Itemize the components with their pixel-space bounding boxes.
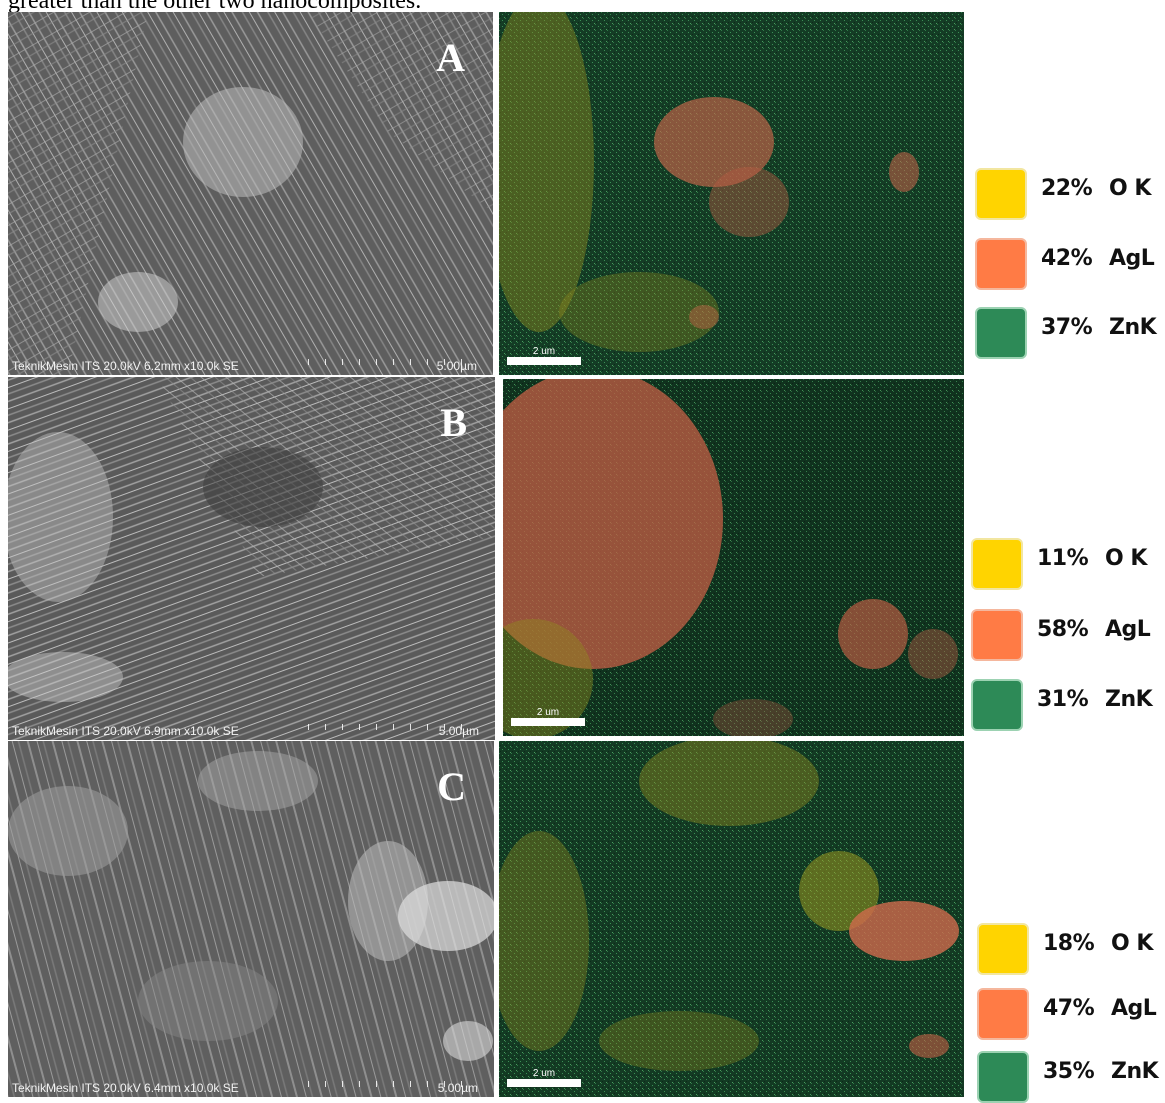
eds-scale-b: 2 um xyxy=(536,707,560,718)
caption-fragment: greater than the other two nanocomposite… xyxy=(8,0,422,14)
sem-info-b: TeknikMesin ITS 20.0kV 6.9mm x10.0k SE xyxy=(12,724,239,738)
legend-element: AgL xyxy=(1111,996,1157,1021)
sem-texture-c xyxy=(8,741,494,1097)
legend-element: O K xyxy=(1111,931,1153,956)
eds-scale-bar-c xyxy=(507,1079,581,1087)
legend-percent: 47% xyxy=(1043,996,1095,1021)
eds-texture-b xyxy=(503,379,964,736)
sem-image-a: A TeknikMesin ITS 20.0kV 6.2mm x10.0k SE… xyxy=(8,12,493,375)
sem-scale-ticks-a xyxy=(308,359,478,365)
legend-element: AgL xyxy=(1109,246,1155,271)
sem-scale-ticks-b xyxy=(308,724,478,730)
eds-scale-bar-b xyxy=(511,718,585,726)
panel-letter-a: A xyxy=(436,35,465,80)
eds-texture-c xyxy=(499,741,964,1097)
eds-scale-bar-a xyxy=(507,357,581,365)
legend-percent: 11% xyxy=(1037,546,1089,571)
swatch-zn-icon xyxy=(977,1051,1029,1103)
swatch-ag-icon xyxy=(975,238,1027,290)
sem-info-c: TeknikMesin ITS 20.0kV 6.4mm x10.0k SE xyxy=(12,1081,239,1095)
eds-map-a: 2 um xyxy=(499,12,964,375)
sem-texture-b xyxy=(8,377,495,740)
eds-texture-a xyxy=(499,12,964,375)
sem-scale-c: 5.00µm xyxy=(437,1081,478,1095)
legend-element: ZnK xyxy=(1111,1059,1159,1084)
legend-a: 22% O K 42% AgL 37% ZnK xyxy=(975,168,1165,368)
legend-percent: 35% xyxy=(1043,1059,1095,1084)
swatch-o-icon xyxy=(977,923,1029,975)
eds-scale-a: 2 um xyxy=(532,346,556,357)
legend-percent: 18% xyxy=(1043,931,1095,956)
eds-map-b: 2 um xyxy=(503,379,964,736)
legend-element: O K xyxy=(1109,176,1151,201)
sem-scale-a: 5.00µm xyxy=(436,359,477,373)
legend-b: 11% O K 58% AgL 31% ZnK xyxy=(971,538,1165,738)
swatch-o-icon xyxy=(971,538,1023,590)
swatch-o-icon xyxy=(975,168,1027,220)
swatch-ag-icon xyxy=(971,609,1023,661)
sem-image-c: C TeknikMesin ITS 20.0kV 6.4mm x10.0k SE… xyxy=(8,741,494,1097)
legend-element: ZnK xyxy=(1109,315,1157,340)
sem-scale-b: 5.00µm xyxy=(438,724,479,738)
legend-percent: 22% xyxy=(1041,176,1093,201)
eds-scale-c: 2 um xyxy=(532,1068,556,1079)
swatch-ag-icon xyxy=(977,988,1029,1040)
sem-texture-a xyxy=(8,12,493,375)
legend-element: AgL xyxy=(1105,617,1151,642)
swatch-zn-icon xyxy=(975,307,1027,359)
legend-element: ZnK xyxy=(1105,687,1153,712)
swatch-zn-icon xyxy=(971,679,1023,731)
panel-letter-b: B xyxy=(440,400,467,445)
sem-info-a: TeknikMesin ITS 20.0kV 6.2mm x10.0k SE xyxy=(12,359,239,373)
legend-percent: 58% xyxy=(1037,617,1089,642)
eds-map-c: 2 um xyxy=(499,741,964,1097)
legend-percent: 42% xyxy=(1041,246,1093,271)
sem-scale-ticks-c xyxy=(308,1081,478,1087)
panel-letter-c: C xyxy=(437,764,466,809)
legend-percent: 31% xyxy=(1037,687,1089,712)
legend-percent: 37% xyxy=(1041,315,1093,340)
sem-image-b: B TeknikMesin ITS 20.0kV 6.9mm x10.0k SE… xyxy=(8,377,495,740)
legend-c: 18% O K 47% AgL 35% ZnK xyxy=(977,923,1165,1103)
legend-element: O K xyxy=(1105,546,1147,571)
